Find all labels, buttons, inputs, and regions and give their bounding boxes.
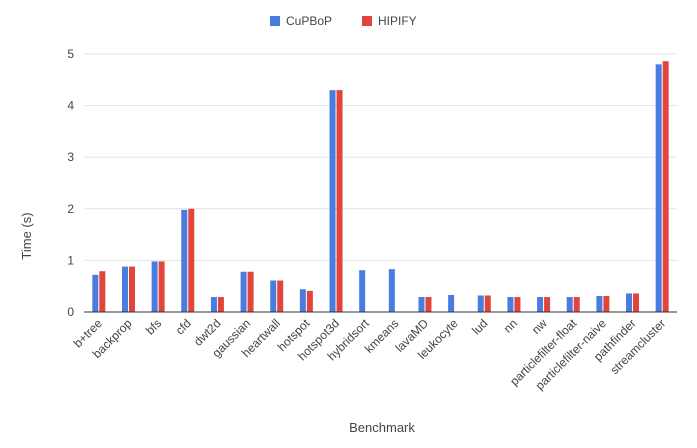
x-tick-label: nn xyxy=(501,316,520,335)
bar-cupbop-dwt2d xyxy=(210,297,217,312)
legend-swatch xyxy=(270,16,280,26)
bar-hipify-pathfinder xyxy=(633,293,640,312)
bar-cupbop-streamcluster xyxy=(655,64,662,312)
bar-hipify-nn xyxy=(514,297,521,312)
bar-cupbop-gaussian xyxy=(240,271,247,312)
bar-cupbop-particlefilter-float xyxy=(566,297,573,312)
bar-cupbop-leukocyte xyxy=(448,294,455,312)
bar-cupbop-nw xyxy=(537,297,544,312)
y-tick-label: 3 xyxy=(67,150,74,164)
bar-cupbop-bfs xyxy=(151,261,158,312)
bar-hipify-particlefilter-naive xyxy=(603,296,610,312)
bar-hipify-b-tree xyxy=(99,271,106,312)
bar-cupbop-hotspot xyxy=(299,289,306,312)
y-tick-label: 2 xyxy=(67,202,74,216)
bar-cupbop-cfd xyxy=(181,209,188,312)
bar-hipify-streamcluster xyxy=(662,61,669,312)
legend-swatch xyxy=(362,16,372,26)
bar-cupbop-particlefilter-naive xyxy=(596,296,603,312)
bar-cupbop-pathfinder xyxy=(626,293,633,312)
y-axis-label: Time (s) xyxy=(19,212,34,259)
x-tick-label: nw xyxy=(529,316,550,337)
bar-hipify-backprop xyxy=(128,266,135,312)
bar-hipify-heartwall xyxy=(277,280,284,312)
bar-cupbop-b-tree xyxy=(92,274,99,312)
legend-label: HIPIFY xyxy=(378,14,417,28)
bar-cupbop-hotspot3d xyxy=(329,90,336,313)
bar-hipify-particlefilter-float xyxy=(573,297,580,312)
bar-cupbop-kmeans xyxy=(388,269,395,312)
bar-hipify-nw xyxy=(544,297,551,312)
x-tick-label: lud xyxy=(469,316,490,337)
legend-label: CuPBoP xyxy=(286,14,332,28)
x-tick-label: bfs xyxy=(143,316,164,337)
bars xyxy=(92,61,669,313)
bar-hipify-hotspot xyxy=(306,290,313,312)
bar-cupbop-hybridsort xyxy=(359,270,366,312)
bar-hipify-lud xyxy=(484,295,491,312)
y-tick-label: 5 xyxy=(67,47,74,61)
bar-hipify-hotspot3d xyxy=(336,90,343,313)
bar-cupbop-lud xyxy=(477,295,484,312)
bar-hipify-dwt2d xyxy=(217,297,224,312)
bar-hipify-gaussian xyxy=(247,271,254,312)
x-tick-label: cfd xyxy=(173,316,194,337)
bar-hipify-bfs xyxy=(158,261,165,312)
legend: CuPBoP HIPIFY xyxy=(270,14,417,28)
bar-cupbop-lavamd xyxy=(418,297,425,312)
y-tick-label: 1 xyxy=(67,253,74,267)
y-axis-ticks: 0 1 2 3 4 5 xyxy=(67,47,74,319)
bar-cupbop-backprop xyxy=(121,266,128,312)
y-tick-label: 0 xyxy=(67,305,74,319)
gridlines xyxy=(84,53,677,261)
bar-hipify-cfd xyxy=(188,208,195,312)
x-axis-label: Benchmark xyxy=(349,420,415,435)
y-tick-label: 4 xyxy=(67,99,74,113)
bar-hipify-lavamd xyxy=(425,297,432,312)
bar-cupbop-nn xyxy=(507,297,514,312)
bar-cupbop-heartwall xyxy=(270,280,277,312)
